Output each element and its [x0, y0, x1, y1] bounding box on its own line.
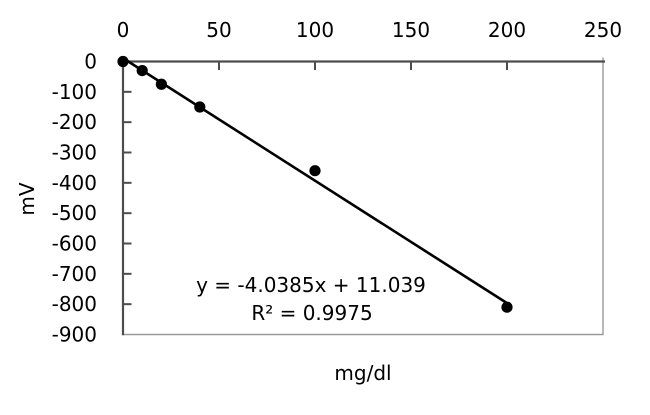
plot-border — [123, 57, 604, 336]
data-point — [136, 65, 148, 77]
data-point — [194, 101, 206, 113]
x-tick-label: 200 — [488, 18, 526, 42]
x-tick-label: 250 — [584, 18, 622, 42]
data-point — [155, 78, 167, 90]
x-tick-label: 0 — [117, 18, 130, 42]
y-tick-label: -200 — [52, 110, 97, 134]
x-tick-label: 100 — [296, 18, 334, 42]
y-tick-label: -700 — [52, 262, 97, 286]
y-tick-label: 0 — [84, 50, 97, 74]
y-tick-label: -300 — [52, 141, 97, 165]
y-tick-label: -100 — [52, 80, 97, 104]
trendline — [122, 57, 508, 305]
data-point — [117, 55, 129, 68]
y-tick-label: -800 — [52, 292, 97, 316]
r-squared-label: R² = 0.9975 — [251, 301, 372, 325]
y-axis-title: mV — [15, 182, 39, 215]
x-tick-label: 150 — [392, 18, 430, 42]
y-tick-label: -500 — [52, 201, 97, 225]
x-tick-label: 50 — [206, 18, 231, 42]
trendline-equation-label: y = -4.0385x + 11.039 — [196, 273, 426, 297]
y-tick-label: -400 — [52, 171, 97, 195]
x-axis-title: mg/dl — [334, 361, 391, 385]
data-point — [309, 165, 321, 177]
plot-layer: 0 50 100 150 200 250 0 -100 -200 -300 -400 -500 -600… — [52, 18, 622, 347]
data-point — [501, 301, 513, 313]
y-tick-label: -900 — [52, 323, 97, 347]
y-tick-label: -600 — [52, 232, 97, 256]
